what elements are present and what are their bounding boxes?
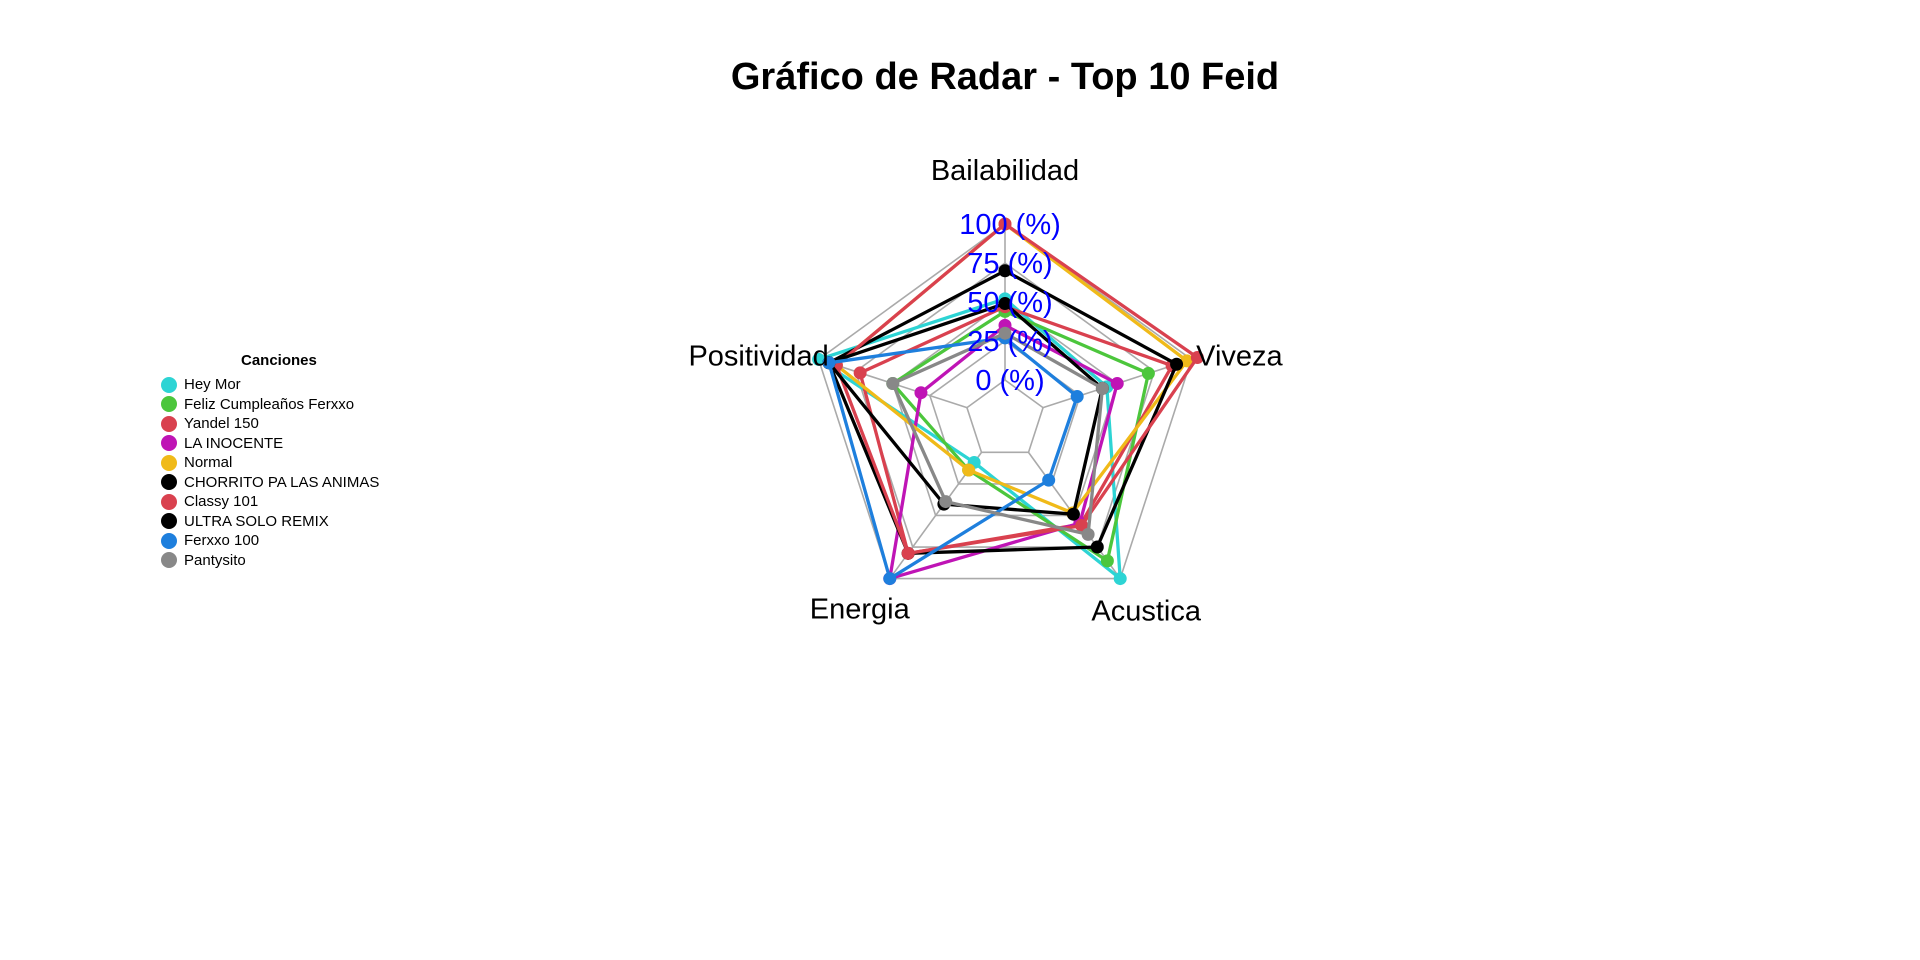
data-point (1110, 377, 1124, 391)
legend-swatch (161, 513, 177, 530)
data-point (1170, 357, 1184, 371)
legend-label: Feliz Cumpleaños Ferxxo (184, 395, 355, 413)
legend-swatch (161, 454, 177, 471)
data-point (998, 326, 1012, 340)
legend-label: LA INOCENTE (184, 434, 284, 452)
legend-item: Feliz Cumpleaños Ferxxo (161, 395, 379, 415)
legend-item: Pantysito (161, 551, 379, 571)
legend-swatch (161, 396, 177, 413)
radar-labels: 0 (%) 25 (%) 50 (%) 75 (%) 100 (%) Bailabilid… (688, 155, 1283, 628)
data-point (1141, 366, 1155, 380)
data-point (1066, 507, 1080, 521)
radar-series (812, 217, 1204, 586)
axis-label: Energia (810, 594, 911, 626)
legend-swatch (161, 435, 177, 452)
data-point (1180, 354, 1194, 368)
data-point (998, 217, 1012, 231)
legend-swatch (161, 493, 177, 510)
data-point (1070, 390, 1084, 404)
data-point (998, 264, 1012, 278)
series-line (834, 222, 1199, 555)
legend-swatch (161, 415, 177, 432)
data-point (914, 386, 928, 400)
grid-ring (966, 379, 1044, 454)
axis-label: Bailabilidad (931, 155, 1079, 187)
data-point (901, 546, 915, 560)
legend-swatch (161, 552, 177, 569)
data-point (939, 495, 953, 509)
data-point (1042, 473, 1056, 487)
legend-swatch (161, 376, 177, 393)
legend-item: Classy 101 (161, 492, 379, 512)
legend-label: Classy 101 (184, 493, 259, 511)
series-line (827, 301, 1105, 516)
series-group (822, 331, 1084, 586)
legend: Canciones Hey Mor Feliz Cumpleaños Ferxxo… (161, 352, 379, 570)
legend-title: Canciones (241, 352, 317, 369)
grid-ring (817, 223, 1193, 580)
axis-label: Positividad (688, 340, 828, 372)
data-point (1081, 527, 1095, 541)
legend-label: ULTRA SOLO REMIX (184, 512, 329, 530)
tick-label: 75 (%) (967, 248, 1052, 280)
legend-item: Ferxxo 100 (161, 531, 379, 551)
axis-label: Acustica (1091, 596, 1201, 628)
legend-label: Normal (184, 454, 233, 472)
legend-label: CHORRITO PA LAS ANIMAS (184, 473, 380, 491)
axis-label: Viveza (1196, 340, 1283, 372)
legend-item: CHORRITO PA LAS ANIMAS (161, 473, 379, 493)
tick-label: 100 (%) (959, 209, 1061, 241)
legend-label: Yandel 150 (184, 415, 259, 433)
chart-title: Gráfico de Radar - Top 10 Feid (730, 56, 1280, 98)
series-group (829, 217, 1204, 560)
legend-items: Hey Mor Feliz Cumpleaños Ferxxo Yandel 150… (161, 375, 379, 570)
data-point (998, 297, 1012, 311)
series-line (891, 331, 1105, 537)
data-point (1090, 540, 1104, 554)
data-point (883, 572, 897, 586)
legend-swatch (161, 474, 177, 491)
legend-item: Normal (161, 453, 379, 473)
legend-item: ULTRA SOLO REMIX (161, 512, 379, 532)
tick-label: 0 (%) (975, 365, 1044, 397)
data-point (1190, 351, 1204, 365)
tick-label: 50 (%) (967, 287, 1052, 319)
legend-item: Yandel 150 (161, 414, 379, 434)
legend-item: Hey Mor (161, 375, 379, 395)
grid-ring (854, 262, 1156, 548)
tick-label: 25 (%) (967, 326, 1052, 358)
data-point (962, 463, 976, 477)
data-point (812, 352, 826, 366)
data-point (822, 356, 836, 370)
legend-label: Ferxxo 100 (184, 532, 260, 550)
legend-label: Hey Mor (184, 376, 241, 394)
series-group (886, 326, 1109, 541)
legend-item: LA INOCENTE (161, 434, 379, 454)
data-point (886, 377, 900, 391)
series-line (827, 336, 1079, 581)
data-point (1095, 381, 1109, 395)
legend-label: Pantysito (184, 551, 246, 569)
legend-swatch (161, 532, 177, 549)
series-line (891, 309, 1151, 563)
data-point (853, 366, 867, 380)
data-point (1113, 572, 1127, 586)
data-point (1100, 554, 1114, 568)
